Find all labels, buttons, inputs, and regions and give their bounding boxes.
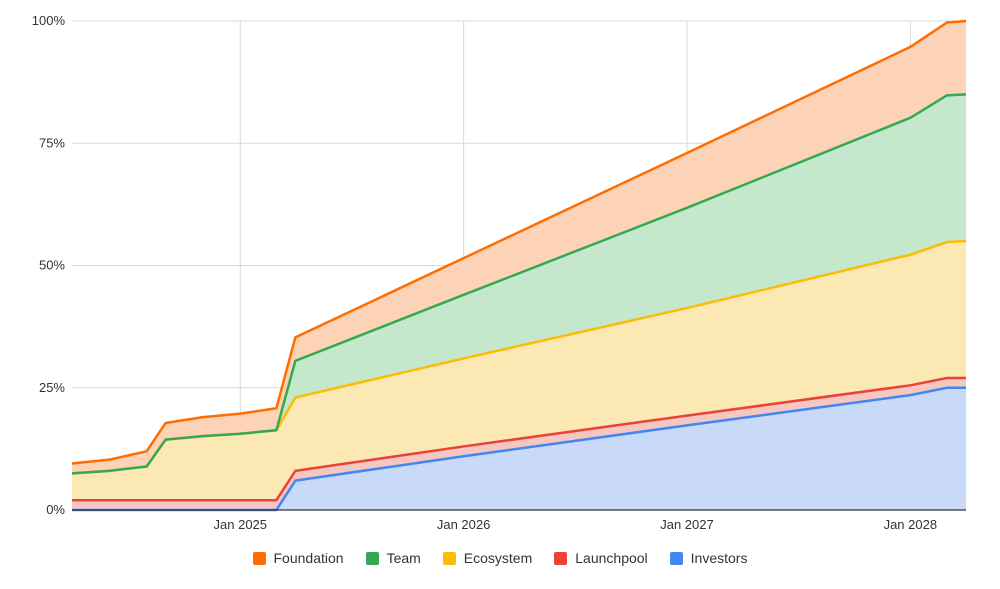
legend-label: Team (386, 550, 421, 566)
y-tick-label: 25% (39, 380, 65, 395)
area-ecosystem (72, 241, 966, 501)
legend-item-ecosystem: Ecosystem (442, 550, 533, 566)
legend-label: Launchpool (575, 550, 648, 566)
x-tick-label: Jan 2025 (214, 517, 268, 532)
legend-swatch (252, 551, 266, 565)
area-launchpool (72, 377, 966, 510)
legend-label: Investors (690, 550, 748, 566)
line-team (71, 93, 967, 475)
x-tick-label: Jan 2026 (437, 517, 491, 532)
y-tick-label: 50% (39, 258, 65, 273)
y-tick-label: 75% (39, 135, 65, 150)
legend-swatch (669, 551, 683, 565)
legend: Foundation Team Ecosystem Launchpool Investo… (0, 550, 1000, 566)
legend-item-foundation: Foundation (252, 550, 344, 566)
legend-swatch (442, 551, 456, 565)
line-foundation (71, 19, 967, 465)
y-tick-label: 0% (46, 502, 65, 517)
legend-label: Foundation (273, 550, 344, 566)
legend-swatch (554, 551, 568, 565)
legend-item-team: Team (365, 550, 421, 566)
legend-swatch (365, 551, 379, 565)
legend-item-launchpool: Launchpool (554, 550, 648, 566)
x-tick-label: Jan 2027 (660, 517, 714, 532)
y-tick-label: 100% (32, 13, 66, 28)
area-team (72, 94, 966, 474)
legend-label: Ecosystem (463, 550, 533, 566)
x-tick-label: Jan 2028 (884, 517, 938, 532)
legend-item-investors: Investors (669, 550, 748, 566)
stacked-area-chart: 0% 25% 50% 75% 100% Jan 2025 Jan 2026 Jan 2027 J… (32, 13, 967, 532)
line-launchpool (72, 376, 966, 502)
